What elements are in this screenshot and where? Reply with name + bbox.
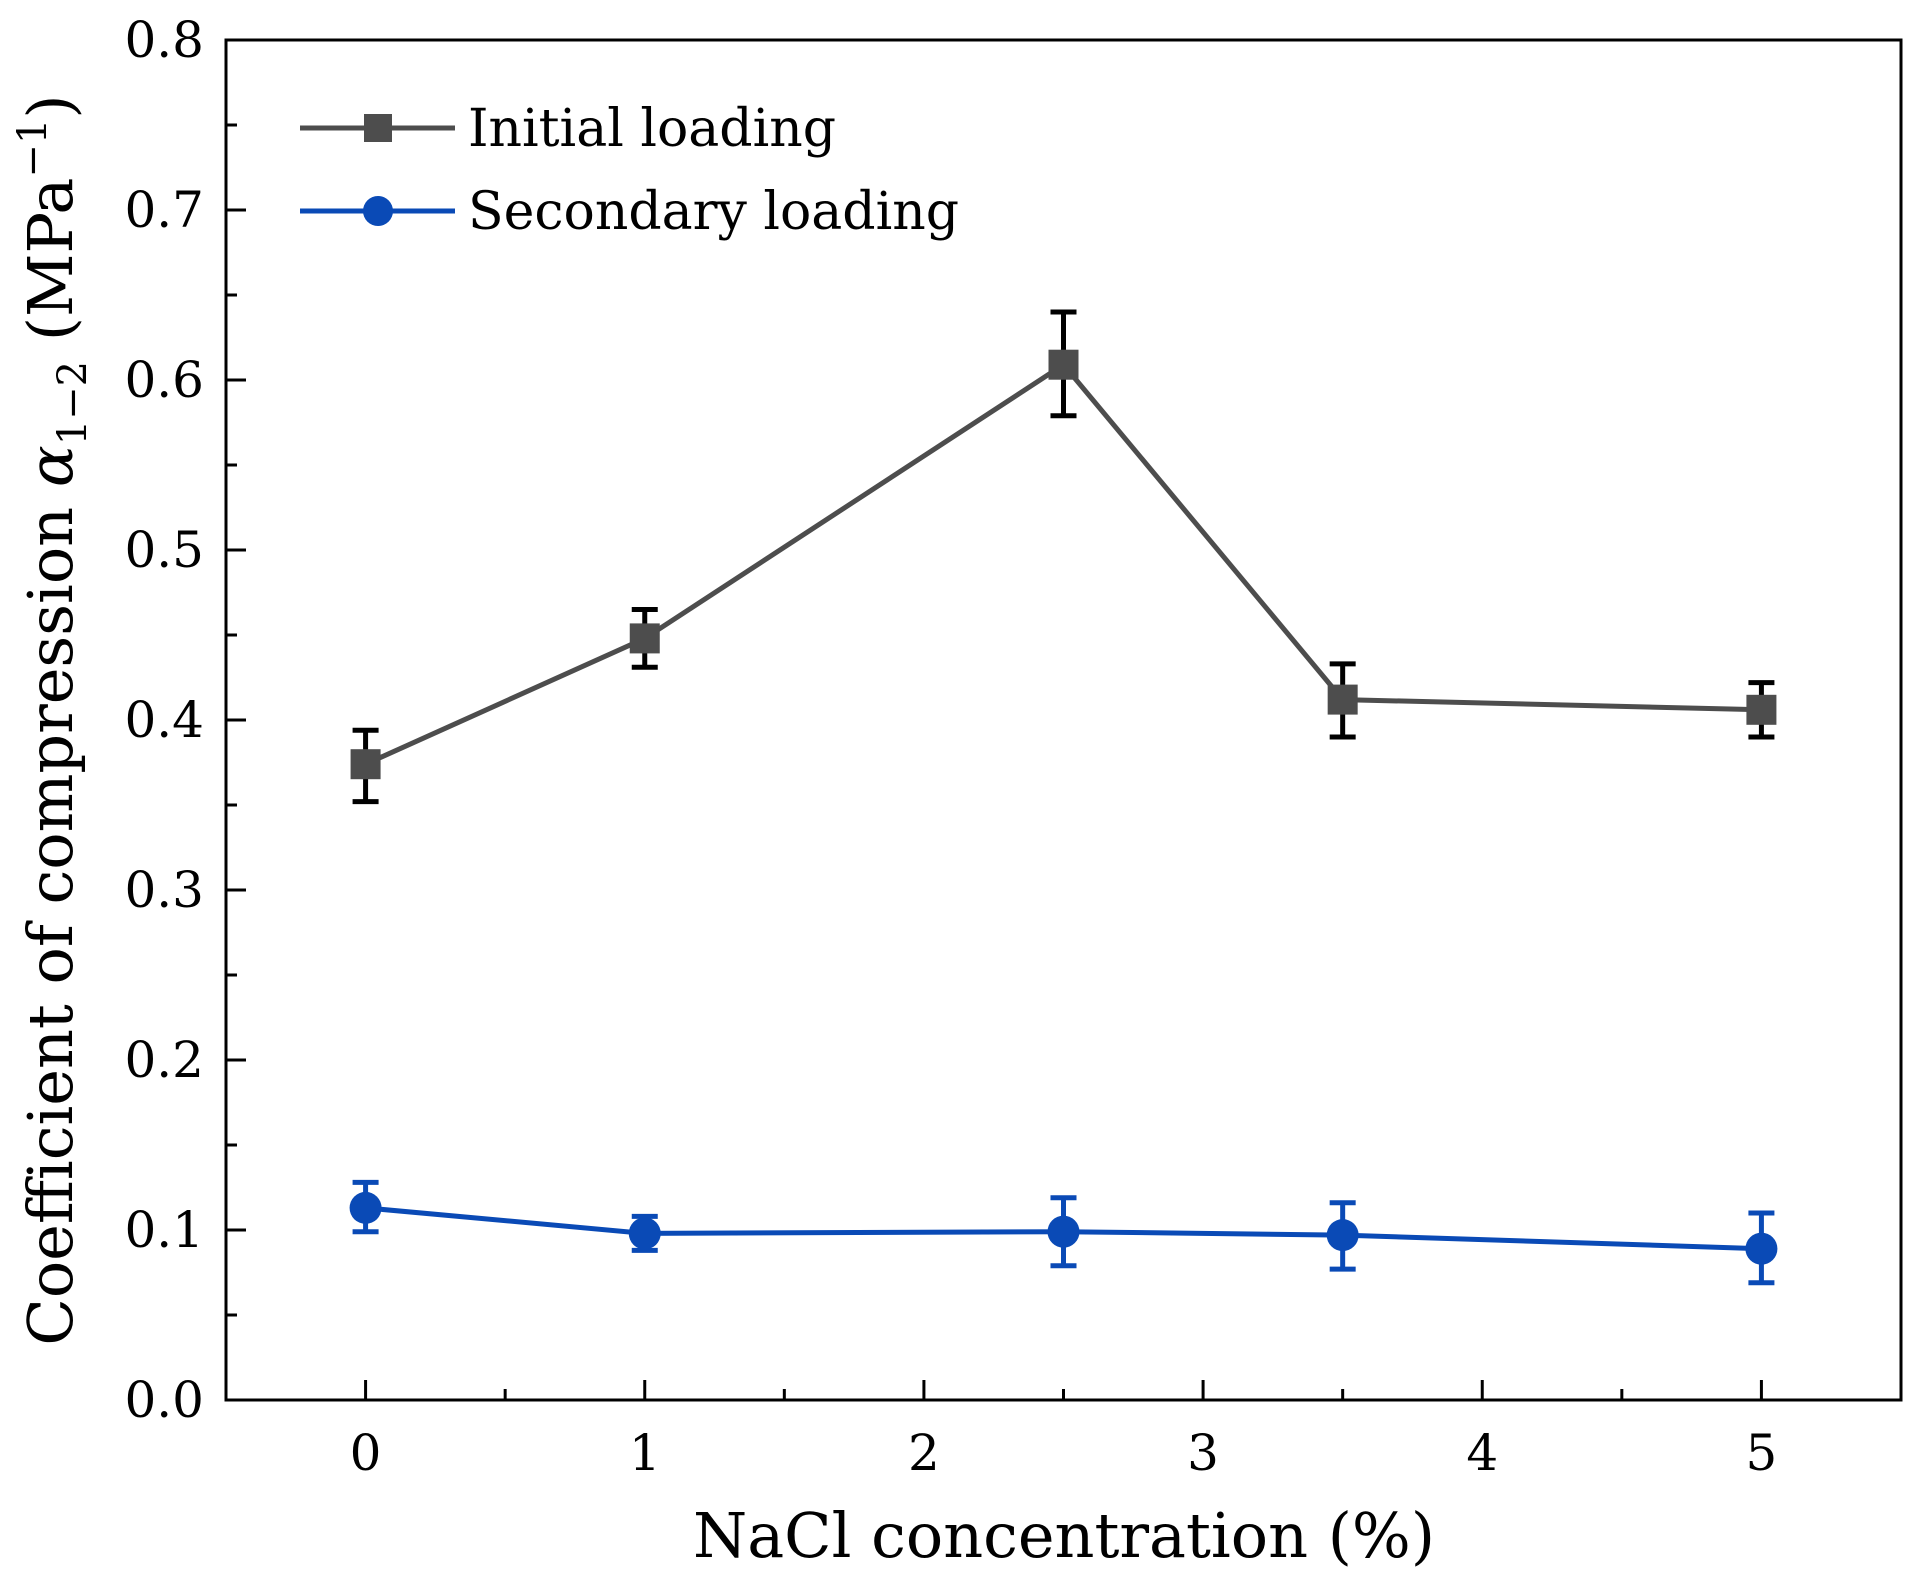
x-tick-label: 2 bbox=[908, 1424, 940, 1482]
y-tick-label: 0.6 bbox=[124, 351, 204, 409]
y-axis-title-unit: (MPa bbox=[14, 178, 87, 361]
data-point-circle bbox=[349, 1191, 382, 1224]
legend-label-secondary-loading: Secondary loading bbox=[468, 182, 959, 242]
y-axis-title: Coefficient of compression α1−2 (MPa−1) bbox=[10, 94, 96, 1345]
series-initial-loading bbox=[350, 309, 1777, 805]
legend: Initial loading Secondary loading bbox=[300, 99, 959, 242]
series-line bbox=[364, 361, 1762, 767]
legend-square-marker-icon bbox=[364, 114, 392, 142]
data-point-circle bbox=[628, 1217, 661, 1250]
y-axis-ticks: 0.0 0.1 0.2 0.3 0.4 0.5 0.6 0.7 0.8 bbox=[124, 11, 246, 1429]
legend-label-initial-loading: Initial loading bbox=[468, 99, 836, 159]
x-tick-label: 4 bbox=[1466, 1424, 1498, 1482]
legend-item-secondary-loading: Secondary loading bbox=[300, 182, 959, 242]
y-tick-label: 0.4 bbox=[124, 691, 204, 749]
data-point-square bbox=[1327, 684, 1358, 715]
y-tick-label: 0.0 bbox=[124, 1371, 204, 1429]
x-axis-ticks: 0 1 2 3 4 5 bbox=[350, 1380, 1778, 1482]
x-axis-title: NaCl concentration (%) bbox=[693, 1499, 1435, 1572]
y-axis-title-main: Coefficient of compression bbox=[14, 487, 87, 1345]
y-tick-label: 0.8 bbox=[124, 11, 204, 69]
y-axis-title-symbol: α bbox=[14, 445, 87, 487]
y-tick-label: 0.1 bbox=[124, 1201, 204, 1259]
x-tick-label: 3 bbox=[1187, 1424, 1219, 1482]
series-secondary-loading bbox=[349, 1179, 1778, 1286]
data-point-square bbox=[1048, 349, 1079, 380]
x-tick-label: 1 bbox=[629, 1424, 661, 1482]
data-point-square bbox=[350, 749, 381, 780]
x-tick-label: 0 bbox=[350, 1424, 382, 1482]
data-point-square bbox=[1746, 694, 1777, 725]
legend-circle-marker-icon bbox=[363, 196, 393, 226]
y-axis-title-close: ) bbox=[14, 94, 87, 118]
y-tick-label: 0.3 bbox=[124, 861, 204, 919]
x-tick-label: 5 bbox=[1746, 1424, 1778, 1482]
y-tick-label: 0.2 bbox=[124, 1031, 204, 1089]
data-point-square bbox=[629, 623, 660, 654]
legend-item-initial-loading: Initial loading bbox=[300, 99, 836, 159]
y-axis-title-superscript: −1 bbox=[10, 119, 56, 178]
y-tick-label: 0.7 bbox=[124, 181, 204, 239]
data-point-circle bbox=[1745, 1232, 1778, 1265]
series-layer bbox=[349, 309, 1778, 1286]
data-point-circle bbox=[1326, 1219, 1359, 1252]
y-axis-title-subscript: 1−2 bbox=[50, 361, 96, 445]
y-tick-label: 0.5 bbox=[124, 521, 204, 579]
data-point-circle bbox=[1047, 1215, 1080, 1248]
